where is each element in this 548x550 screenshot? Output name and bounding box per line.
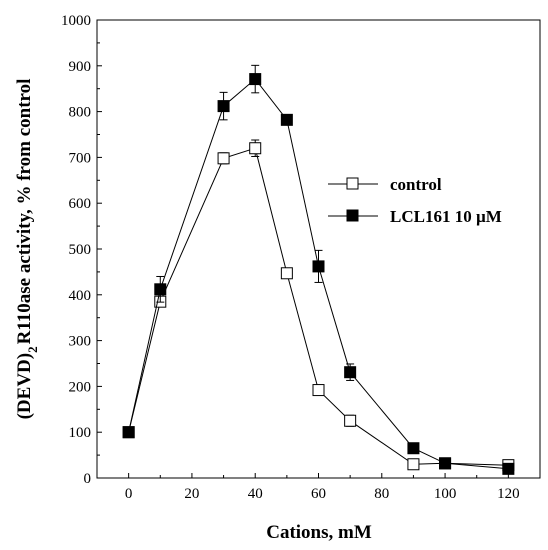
data-point (312, 260, 325, 273)
y-tick-label: 200 (69, 379, 92, 395)
data-point (407, 458, 420, 471)
data-point (312, 384, 325, 397)
data-point (217, 100, 230, 113)
y-tick-label: 1000 (61, 13, 91, 29)
y-tick-label: 800 (69, 105, 92, 121)
x-tick-label: 80 (374, 486, 389, 502)
y-axis-title-subscript: 2 (25, 346, 40, 353)
legend-label-control: control (390, 175, 442, 194)
y-tick-label: 600 (69, 196, 92, 212)
axes (96, 19, 541, 479)
y-tick-label: 700 (69, 150, 92, 166)
data-point (344, 414, 357, 427)
x-tick-labels: 0 20 40 60 80 100 120 (125, 486, 520, 502)
series-line (128, 147, 509, 466)
data-point (439, 457, 452, 470)
data-point (154, 283, 167, 296)
data-point (122, 426, 135, 439)
data-point (280, 267, 293, 280)
data-point (344, 366, 357, 379)
legend-marker-control (346, 177, 359, 190)
series-group (122, 64, 515, 475)
x-axis-title: Cations, mM (266, 522, 372, 543)
data-point (502, 462, 515, 475)
x-tick-label: 60 (311, 486, 326, 502)
series-line (128, 78, 509, 470)
legend: control LCL161 10 µM (328, 175, 502, 226)
plot-frame (96, 19, 541, 479)
series-control (122, 139, 515, 472)
x-tick-label: 100 (434, 486, 457, 502)
data-point (249, 73, 262, 86)
y-tick-label: 500 (69, 242, 92, 258)
x-tick-label: 120 (497, 486, 520, 502)
data-point (217, 152, 230, 165)
y-tick-label: 100 (69, 425, 92, 441)
y-tick-labels: 0 100 200 300 400 500 600 700 800 900 1000 (61, 13, 91, 487)
x-tick-label: 40 (248, 486, 263, 502)
y-axis-title-prefix: (DEVD) (14, 353, 35, 420)
y-tick-label: 900 (69, 59, 92, 75)
legend-marker-lcl161 (346, 209, 359, 222)
y-axis-title-suffix: R110ase activity, % from control (14, 79, 35, 345)
legend-label-lcl161: LCL161 10 µM (390, 207, 502, 226)
y-tick-label: 400 (69, 288, 92, 304)
data-point (407, 442, 420, 455)
data-point (280, 113, 293, 126)
y-tick-label: 300 (69, 334, 92, 350)
x-tick-label: 20 (184, 486, 199, 502)
x-tick-label: 0 (125, 486, 133, 502)
y-tick-label: 0 (84, 471, 92, 487)
data-point (249, 142, 262, 155)
tick-marks (97, 19, 509, 479)
series-lcl161 (122, 64, 515, 475)
y-axis-title: (DEVD)2R110ase activity, % from control (14, 79, 40, 420)
